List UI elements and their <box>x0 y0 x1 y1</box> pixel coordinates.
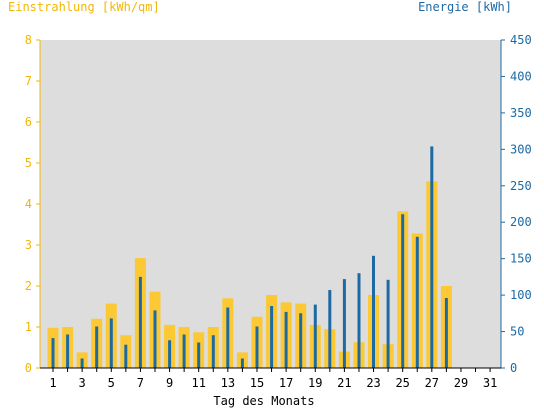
left-tick-label-7: 7 <box>25 74 32 88</box>
energy-bar-day-26 <box>415 236 419 368</box>
x-tick-label-25: 25 <box>395 376 409 390</box>
energy-bar-day-6 <box>124 344 128 368</box>
x-tick-label-13: 13 <box>221 376 235 390</box>
right-tick-label-50: 50 <box>510 325 524 339</box>
left-tick-label-0: 0 <box>25 361 32 375</box>
right-tick-label-150: 150 <box>510 252 532 266</box>
energy-bar-day-15 <box>255 326 259 368</box>
energy-bar-day-2 <box>66 334 70 368</box>
left-tick-label-5: 5 <box>25 156 32 170</box>
x-axis-title: Tag des Monats <box>213 394 314 408</box>
x-tick-label-1: 1 <box>49 376 56 390</box>
right-tick-label-400: 400 <box>510 69 532 83</box>
energy-bar-day-11 <box>197 342 201 368</box>
left-tick-label-2: 2 <box>25 279 32 293</box>
left-tick-label-3: 3 <box>25 238 32 252</box>
energy-bar-day-22 <box>357 273 361 368</box>
bars-group <box>47 146 452 369</box>
energy-bar-day-19 <box>313 304 317 368</box>
energy-bar-day-28 <box>444 298 448 368</box>
energy-bar-day-12 <box>211 335 215 368</box>
x-tick-label-15: 15 <box>250 376 264 390</box>
x-tick-label-31: 31 <box>483 376 497 390</box>
right-axis-title: Energie [kWh] <box>418 0 512 14</box>
x-tick-label-27: 27 <box>425 376 439 390</box>
energy-bar-day-25 <box>401 214 405 368</box>
x-tick-label-19: 19 <box>308 376 322 390</box>
x-tick-label-17: 17 <box>279 376 293 390</box>
x-tick-label-23: 23 <box>366 376 380 390</box>
energy-bar-day-7 <box>138 276 142 368</box>
left-tick-label-8: 8 <box>25 33 32 47</box>
right-tick-label-200: 200 <box>510 215 532 229</box>
energy-bar-day-20 <box>328 290 332 368</box>
energy-bar-day-3 <box>80 358 84 368</box>
energy-bar-day-13 <box>226 307 230 368</box>
energy-bar-day-1 <box>51 338 55 368</box>
right-tick-label-0: 0 <box>510 361 517 375</box>
x-tick-label-7: 7 <box>137 376 144 390</box>
left-axis-title: Einstrahlung [kWh/qm] <box>8 0 160 14</box>
energy-bar-day-27 <box>430 146 434 368</box>
right-tick-label-250: 250 <box>510 179 532 193</box>
left-tick-label-1: 1 <box>25 320 32 334</box>
energy-bar-day-10 <box>182 334 186 368</box>
energy-bar-day-24 <box>386 279 390 368</box>
energy-bar-day-18 <box>299 313 303 368</box>
energy-bar-day-21 <box>342 279 346 368</box>
energy-bar-day-9 <box>168 340 172 368</box>
left-tick-label-4: 4 <box>25 197 32 211</box>
right-tick-label-450: 450 <box>510 33 532 47</box>
x-tick-label-11: 11 <box>191 376 205 390</box>
energy-bar-day-4 <box>95 326 99 368</box>
energy-bar-day-16 <box>270 306 274 368</box>
right-tick-label-100: 100 <box>510 288 532 302</box>
x-tick-label-5: 5 <box>108 376 115 390</box>
x-tick-label-21: 21 <box>337 376 351 390</box>
x-tick-label-29: 29 <box>454 376 468 390</box>
right-tick-label-350: 350 <box>510 106 532 120</box>
x-tick-label-9: 9 <box>166 376 173 390</box>
x-tick-label-3: 3 <box>79 376 86 390</box>
energy-bar-day-17 <box>284 311 288 368</box>
energy-bar-day-23 <box>372 255 375 368</box>
energy-bar-day-14 <box>240 358 244 368</box>
energy-bar-day-5 <box>109 318 113 368</box>
right-tick-label-300: 300 <box>510 142 532 156</box>
left-tick-label-6: 6 <box>25 115 32 129</box>
energy-bar-day-8 <box>153 310 157 368</box>
